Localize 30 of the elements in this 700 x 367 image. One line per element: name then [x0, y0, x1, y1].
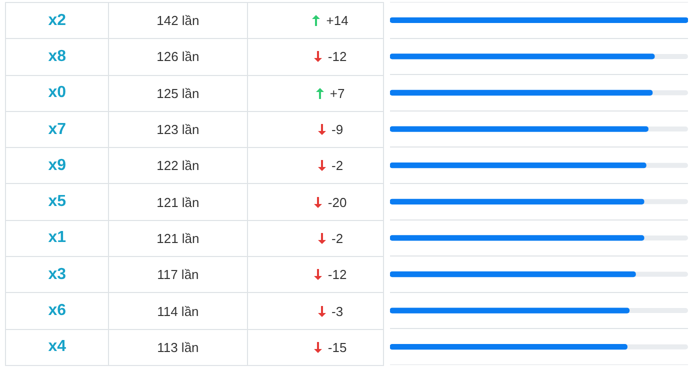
- data-label: 114 lần: [108, 292, 248, 330]
- data-label: 122 lần: [108, 148, 248, 184]
- y-tick-label: x5: [6, 184, 109, 220]
- text: -20: [328, 194, 347, 210]
- text: +7: [330, 86, 345, 101]
- y-tick-label: x8: [6, 38, 109, 76]
- y-tick-label: x4: [6, 329, 109, 366]
- data-label: 123 lần: [108, 111, 248, 148]
- y-tick-label: x2: [6, 2, 109, 39]
- y-tick-label: x9: [6, 148, 109, 184]
- data-label: 113 lần: [108, 329, 248, 366]
- data-label: 117 lần: [108, 256, 248, 293]
- text: -2: [332, 230, 344, 246]
- text: -12: [328, 267, 347, 282]
- text: -15: [328, 340, 347, 355]
- data-label: 142 lần: [108, 2, 248, 39]
- y-tick-label: x6: [6, 292, 109, 330]
- text: -9: [332, 122, 344, 138]
- y-tick-label: x1: [6, 220, 109, 257]
- y-tick-label: x3: [6, 256, 109, 293]
- text: -3: [332, 304, 344, 319]
- y-tick-label: x0: [6, 75, 109, 112]
- y-tick-label: x7: [6, 111, 109, 148]
- data-label: 121 lần: [108, 220, 248, 257]
- text: -2: [332, 158, 344, 174]
- data-label: 125 lần: [108, 75, 248, 112]
- data-label: 121 lần: [108, 184, 248, 220]
- text: +14: [326, 13, 348, 28]
- text: -12: [328, 49, 347, 64]
- data-label: 126 lần: [108, 38, 248, 76]
